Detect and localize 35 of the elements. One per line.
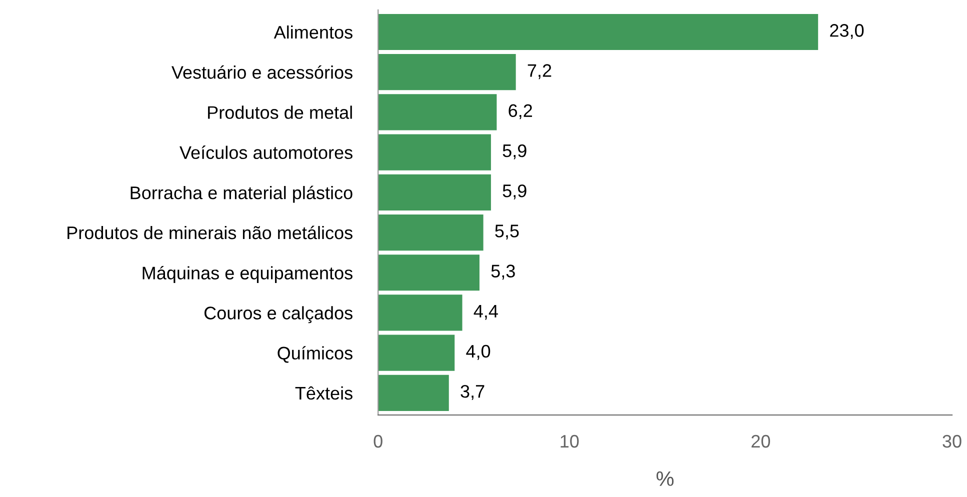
bar [378, 54, 516, 90]
y-tick-label: Produtos de minerais não metálicos [68, 226, 352, 240]
data-label: 4,0 [466, 344, 490, 360]
bar [378, 374, 449, 411]
y-tick-label: Máquinas e equipamentos [142, 266, 352, 284]
x-tick-label: 30 [942, 434, 962, 448]
x-axis-title: % [656, 471, 674, 486]
bar [378, 14, 818, 50]
bar [378, 334, 455, 371]
data-label: 7,2 [528, 64, 552, 80]
y-tick-label: Borracha e material plástico [130, 186, 352, 203]
data-label: 3,7 [460, 385, 484, 400]
x-tick-label: 0 [374, 434, 382, 448]
y-tick-label: Veículos automotores [180, 146, 352, 160]
y-tick-label: Têxteis [295, 386, 352, 400]
y-tick-label: Alimentos [274, 25, 352, 39]
x-tick-label: 10 [560, 434, 579, 448]
data-label: 23,0 [830, 24, 864, 39]
data-label: 6,2 [508, 104, 532, 120]
bar [378, 214, 484, 251]
bar [378, 134, 491, 170]
data-label: 5,9 [502, 144, 526, 160]
y-tick-label: Químicos [278, 346, 352, 363]
y-tick-label: Produtos de metal [208, 106, 352, 119]
data-label: 4,4 [474, 304, 498, 320]
bar [378, 94, 497, 130]
y-tick-label: Couros e calçados [204, 306, 352, 324]
data-label: 5,3 [491, 264, 515, 280]
y-tick-label: Vestuário e acessórios [172, 65, 352, 79]
x-tick-label: 20 [752, 434, 770, 448]
bar [378, 254, 480, 291]
bar [378, 174, 491, 210]
bar [378, 294, 462, 331]
data-label: 5,9 [502, 184, 526, 200]
data-label: 5,5 [495, 224, 519, 240]
